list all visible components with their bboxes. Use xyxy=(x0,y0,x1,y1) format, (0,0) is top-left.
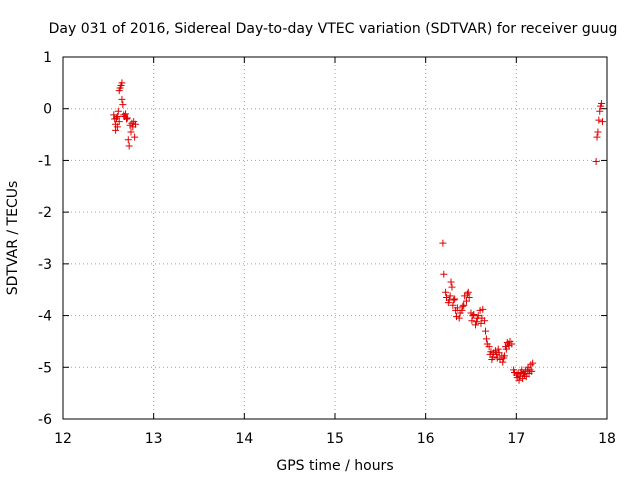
data-point xyxy=(118,79,126,87)
data-point xyxy=(598,118,606,126)
data-point xyxy=(125,142,133,150)
data-point xyxy=(459,302,467,310)
data-point xyxy=(501,352,509,360)
data-point xyxy=(479,305,487,313)
data-point xyxy=(520,371,528,379)
data-point xyxy=(128,119,136,127)
data-point xyxy=(122,110,130,118)
data-point xyxy=(528,367,536,375)
data-point xyxy=(519,375,527,383)
data-point xyxy=(592,157,600,165)
data-point xyxy=(115,118,123,126)
y-tick-label: -1 xyxy=(38,153,52,169)
data-point xyxy=(442,288,450,296)
data-point xyxy=(477,319,485,327)
y-tick-label: -5 xyxy=(38,360,52,376)
x-tick-label: 15 xyxy=(326,431,344,447)
data-point xyxy=(132,120,140,128)
x-tick-label: 16 xyxy=(417,431,435,447)
data-point xyxy=(122,115,130,123)
data-point xyxy=(494,345,502,353)
data-point xyxy=(113,123,121,131)
data-point xyxy=(462,297,470,305)
data-point xyxy=(450,296,458,304)
x-tick-label: 14 xyxy=(235,431,253,447)
data-point xyxy=(482,327,490,335)
data-point xyxy=(515,376,523,384)
data-points xyxy=(110,79,606,384)
data-point xyxy=(124,136,132,144)
y-tick-label: -3 xyxy=(38,257,52,273)
data-point xyxy=(131,133,139,141)
data-point xyxy=(499,358,507,366)
data-point xyxy=(526,366,534,374)
data-point xyxy=(596,107,604,115)
data-point xyxy=(465,293,473,301)
data-point xyxy=(481,317,489,325)
data-point xyxy=(446,292,454,300)
y-axis-label: SDTVAR / TECUs xyxy=(5,181,21,296)
data-point xyxy=(118,95,126,103)
data-point xyxy=(463,290,471,298)
x-tick-label: 17 xyxy=(507,431,525,447)
data-point xyxy=(598,100,606,108)
data-point xyxy=(594,128,602,136)
data-point xyxy=(455,314,463,322)
data-point xyxy=(112,126,120,134)
data-point xyxy=(472,318,480,326)
data-point xyxy=(464,288,472,296)
data-point xyxy=(595,116,603,124)
data-point xyxy=(521,367,529,375)
data-point xyxy=(449,301,457,309)
data-point xyxy=(120,111,128,119)
data-point xyxy=(448,283,456,291)
data-point xyxy=(482,335,490,343)
y-axis: -6 -5 -4 -3 -2 -1 0 1 xyxy=(38,50,607,428)
x-axis: 12 13 14 15 16 17 18 xyxy=(54,57,616,447)
x-tick-label: 12 xyxy=(54,431,72,447)
data-point xyxy=(439,239,447,247)
data-point xyxy=(112,114,120,122)
data-point xyxy=(114,107,122,115)
data-point xyxy=(593,133,601,141)
data-point xyxy=(440,270,448,278)
y-tick-label: 0 xyxy=(43,102,52,118)
x-tick-label: 13 xyxy=(145,431,163,447)
data-point xyxy=(468,317,476,325)
x-tick-label: 18 xyxy=(598,431,616,447)
data-point xyxy=(489,353,497,361)
data-point xyxy=(451,295,459,303)
data-point xyxy=(470,311,478,319)
data-point xyxy=(508,340,516,348)
data-point xyxy=(123,114,131,122)
y-tick-label: -4 xyxy=(38,309,52,325)
data-point xyxy=(113,112,121,120)
data-point xyxy=(453,304,461,312)
data-point xyxy=(119,101,127,109)
y-tick-label: -6 xyxy=(38,412,52,428)
y-tick-label: 1 xyxy=(43,50,52,66)
data-point xyxy=(458,306,466,314)
data-point xyxy=(474,312,482,320)
data-point xyxy=(127,128,135,136)
grid xyxy=(63,57,607,419)
data-point xyxy=(529,359,537,367)
data-point xyxy=(485,343,493,351)
chart-title: Day 031 of 2016, Sidereal Day-to-day VTE… xyxy=(49,21,618,37)
data-point xyxy=(527,361,535,369)
data-point xyxy=(460,301,468,309)
data-point xyxy=(472,321,480,329)
data-point xyxy=(502,345,510,353)
x-axis-label: GPS time / hours xyxy=(276,458,393,474)
data-point xyxy=(447,278,455,286)
y-tick-label: -2 xyxy=(38,205,52,221)
